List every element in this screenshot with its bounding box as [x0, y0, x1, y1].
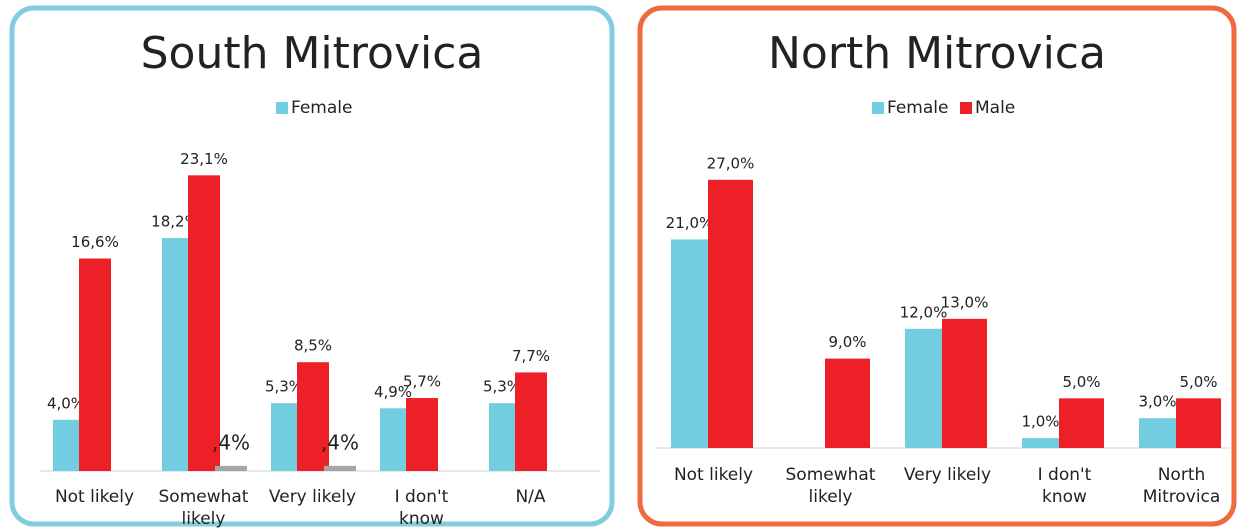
panel-border	[9, 5, 615, 527]
legend-label: Female	[887, 98, 948, 118]
bar	[671, 239, 708, 448]
data-label: 5,7%	[403, 373, 441, 391]
bar	[215, 465, 247, 471]
legend-swatch	[276, 102, 288, 114]
x-tick-label: Not likely	[673, 465, 754, 485]
x-tick-label-box: Somewhat likely	[785, 465, 876, 508]
legend-label: Male	[975, 98, 1015, 118]
bar	[489, 403, 515, 471]
bar	[942, 318, 987, 448]
bar	[53, 419, 79, 471]
x-tick-label-box: Not likely	[673, 465, 754, 485]
bar	[825, 358, 870, 448]
data-label: 16,6%	[71, 233, 119, 251]
data-label: 1,0%	[1021, 413, 1059, 431]
x-tick-label-box: North Mitrovica	[1142, 465, 1221, 508]
x-tick-label: Somewhat likely	[158, 487, 249, 530]
data-label: 4,0%	[47, 394, 85, 412]
bar	[406, 398, 438, 471]
x-tick-label-box: Very likely	[903, 465, 992, 485]
chart-title: South Mitrovica	[141, 28, 484, 79]
data-label: ,4%	[212, 430, 250, 454]
bar	[515, 372, 547, 471]
bar	[1022, 438, 1059, 448]
data-label: 27,0%	[707, 154, 755, 172]
chart-title: North Mitrovica	[768, 28, 1106, 79]
x-tick-label-box: Very likely	[268, 487, 357, 507]
bar	[271, 403, 297, 471]
data-label: 5,3%	[265, 378, 303, 396]
data-label: 21,0%	[666, 214, 714, 232]
data-label: 23,1%	[180, 150, 228, 168]
bar	[1139, 418, 1176, 448]
x-tick-label: Somewhat likely	[785, 465, 876, 508]
bar	[380, 408, 406, 471]
panel-border	[637, 5, 1237, 527]
bar	[324, 465, 356, 471]
data-label: 5,0%	[1179, 373, 1217, 391]
data-label: 18,2%	[151, 213, 199, 231]
bar	[79, 258, 111, 471]
legend-swatch	[872, 102, 884, 114]
x-tick-label: Very likely	[268, 487, 357, 507]
bar	[162, 238, 188, 471]
x-tick-label: N/A	[515, 487, 546, 507]
data-label: 4,9%	[374, 383, 412, 401]
bar	[297, 362, 329, 471]
x-tick-label: I don't know	[394, 487, 449, 530]
legend-label: Female	[291, 98, 352, 118]
bar	[905, 328, 942, 448]
data-label: 3,0%	[1138, 393, 1176, 411]
x-tick-label: Very likely	[903, 465, 992, 485]
data-label: 5,0%	[1062, 373, 1100, 391]
data-label: 7,7%	[512, 347, 550, 365]
data-label: ,4%	[321, 430, 359, 454]
x-tick-label: North Mitrovica	[1142, 465, 1221, 508]
bar	[708, 179, 753, 449]
x-tick-label: I don't know	[1037, 465, 1092, 508]
data-label: 13,0%	[941, 293, 989, 311]
data-label: 5,3%	[483, 378, 521, 396]
x-tick-label: Not likely	[54, 487, 135, 507]
data-label: 12,0%	[900, 303, 948, 321]
x-tick-label-box: I don't know	[1037, 465, 1092, 508]
bar	[1059, 398, 1104, 448]
x-tick-label-box: N/A	[515, 487, 546, 507]
x-tick-label-box: Somewhat likely	[158, 487, 249, 530]
bar	[188, 175, 220, 471]
x-tick-label-box: I don't know	[394, 487, 449, 530]
legend-swatch	[960, 102, 972, 114]
bar	[1176, 398, 1221, 448]
data-label: 9,0%	[828, 333, 866, 351]
data-label: 8,5%	[294, 337, 332, 355]
x-tick-label-box: Not likely	[54, 487, 135, 507]
